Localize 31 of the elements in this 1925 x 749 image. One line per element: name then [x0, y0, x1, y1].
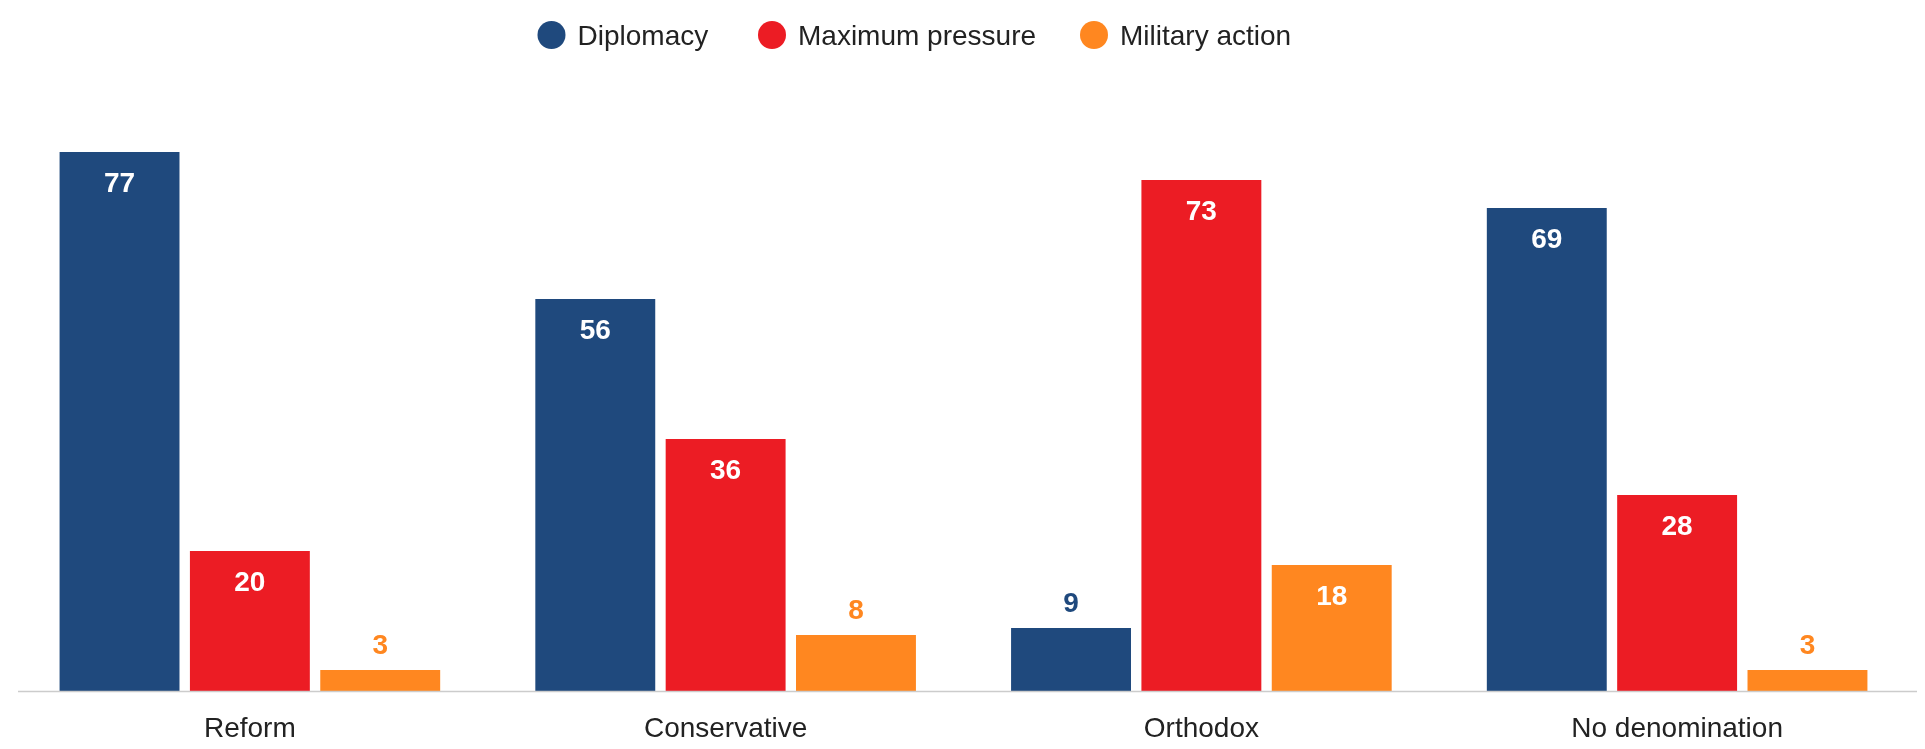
data-label: 8 — [848, 594, 864, 625]
x-tick-label: Conservative — [643, 712, 808, 743]
data-label: 3 — [1799, 629, 1816, 660]
legend-label: Military action — [1120, 20, 1292, 51]
bar — [665, 439, 786, 691]
bar — [59, 152, 180, 691]
x-tick-label: Orthodox — [1143, 712, 1259, 743]
data-label: 56 — [579, 314, 611, 345]
bar — [320, 670, 441, 691]
data-label: 20 — [234, 566, 266, 597]
bar — [189, 551, 310, 691]
data-label: 28 — [1661, 510, 1693, 541]
bar — [1271, 565, 1392, 691]
bar — [1486, 208, 1607, 691]
x-tick-label: No denomination — [1571, 712, 1783, 743]
bar — [1011, 628, 1131, 691]
data-label: 69 — [1531, 223, 1563, 254]
bar — [1141, 180, 1262, 691]
data-label: 77 — [103, 167, 136, 198]
legend-label: Diplomacy — [577, 20, 709, 51]
bar — [796, 635, 916, 691]
data-label: 36 — [710, 454, 742, 485]
data-label: 9 — [1063, 587, 1079, 618]
data-label: 73 — [1185, 195, 1217, 226]
legend-label: Maximum pressure — [798, 20, 1037, 51]
bar — [535, 299, 656, 691]
data-label: 18 — [1316, 580, 1348, 611]
x-tick-label: Reform — [203, 712, 296, 743]
bar — [1617, 495, 1738, 691]
data-label: 3 — [372, 629, 389, 660]
bar — [1747, 670, 1868, 691]
